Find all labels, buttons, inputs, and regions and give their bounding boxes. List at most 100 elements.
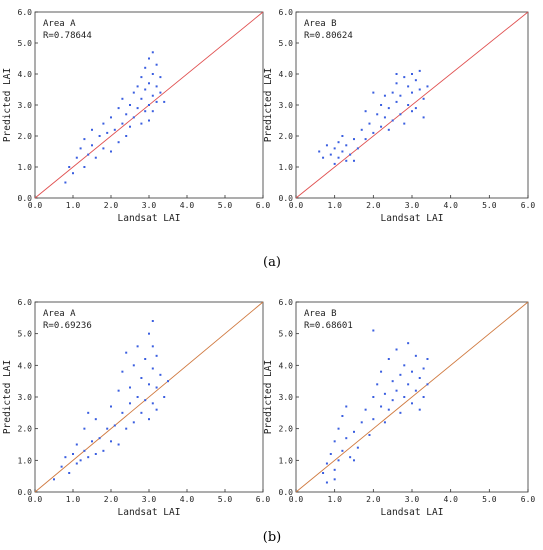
scatter-point <box>349 153 352 156</box>
scatter-point <box>395 389 398 392</box>
scatter-point <box>148 104 150 106</box>
scatter-point <box>102 147 105 150</box>
scatter-point <box>329 453 332 455</box>
scatter-point <box>333 440 336 443</box>
y-tick-label: 5.0 <box>18 330 33 339</box>
scatter-point <box>64 456 67 459</box>
scatter-point <box>411 73 413 75</box>
y-tick-label: 1.0 <box>18 456 33 465</box>
scatter-point <box>418 408 421 411</box>
scatter-point <box>407 85 410 88</box>
x-tick-label: 3.0 <box>142 201 157 210</box>
scatter-point <box>391 119 394 122</box>
scatter-point <box>129 104 131 106</box>
scatter-point <box>75 462 78 465</box>
x-tick-label: 0.0 <box>289 495 304 504</box>
x-axis-label: Landsat LAI <box>381 507 444 518</box>
scatter-point <box>91 128 93 131</box>
scatter-point <box>422 396 425 398</box>
scatter-point <box>333 147 336 150</box>
scatter-point <box>117 141 120 144</box>
scatter-point <box>151 73 154 75</box>
scatter-point <box>395 73 398 75</box>
scatter-point <box>418 88 421 91</box>
scatter-point <box>148 119 150 122</box>
scatter-point <box>353 159 355 162</box>
scatter-point <box>72 172 74 175</box>
scatter-point <box>136 107 139 110</box>
scatter-point <box>144 358 147 360</box>
scatter-point <box>391 399 394 402</box>
reference-line <box>295 11 529 199</box>
y-tick-label: 4.0 <box>18 70 33 79</box>
scatter-point <box>403 122 406 125</box>
y-tick-label: 4.0 <box>279 70 294 79</box>
scatter-point <box>159 76 162 79</box>
scatter-point <box>144 399 147 402</box>
scatter-point <box>341 449 344 452</box>
scatter-point <box>368 434 371 436</box>
area-label: Area A <box>43 19 76 29</box>
y-tick-label: 1.0 <box>18 163 33 172</box>
x-axis-label: Landsat LAI <box>118 213 181 224</box>
scatter-point <box>129 125 131 128</box>
scatter-point <box>403 76 406 79</box>
scatter-point <box>125 351 128 354</box>
scatter-point <box>395 82 398 85</box>
scatter-point <box>360 421 363 424</box>
scatter-point <box>79 459 82 462</box>
y-tick-label: 4.0 <box>18 361 33 370</box>
scatter-point <box>155 100 158 103</box>
y-tick-label: 3.0 <box>279 101 294 110</box>
scatter-point <box>368 122 371 125</box>
scatter-point <box>353 459 355 462</box>
x-tick-label: 4.0 <box>180 201 195 210</box>
scatter-point <box>151 367 154 370</box>
scatter-point <box>418 69 421 72</box>
scatter-point <box>426 358 429 360</box>
scatter-point <box>83 166 86 168</box>
scatter-point <box>94 156 97 159</box>
y-tick-label: 0.0 <box>18 488 33 497</box>
scatter-point <box>372 329 375 332</box>
y-axis-label: Predicted LAI <box>2 360 13 434</box>
scatter-point <box>399 373 402 376</box>
scatter-point <box>151 402 154 405</box>
scatter-point <box>414 107 417 110</box>
y-tick-label: 2.0 <box>18 425 33 434</box>
scatter-point <box>64 181 67 184</box>
scatter-point <box>132 421 135 424</box>
y-tick-label: 3.0 <box>18 393 33 402</box>
scatter-point <box>325 144 328 147</box>
x-tick-label: 4.0 <box>443 201 458 210</box>
scatter-point <box>79 147 82 150</box>
scatter-point <box>353 430 355 433</box>
scatter-point <box>337 427 340 430</box>
scatter-point <box>121 370 124 373</box>
scatter-point <box>110 405 112 408</box>
scatter-point <box>383 392 386 395</box>
scatter-point <box>68 472 71 474</box>
scatter-point <box>117 443 120 446</box>
scatter-point <box>383 94 386 97</box>
scatter-point <box>155 85 158 88</box>
scatter-point <box>140 97 143 100</box>
scatter-panel-1: 0.0 1.0 2.0 3.0 4.0 5.0 6.0 0.0 1.0 2.0 3.0 4.0 5.0 6… <box>2 8 270 224</box>
x-tick-label: 3.0 <box>405 201 420 210</box>
y-tick-label: 2.0 <box>279 425 294 434</box>
x-tick-label: 1.0 <box>327 201 342 210</box>
y-tick-label: 6.0 <box>18 298 33 307</box>
y-axis-label: Predicted LAI <box>263 68 274 142</box>
scatter-point <box>83 138 86 141</box>
scatter-point <box>345 405 348 408</box>
x-tick-label: 1.0 <box>66 495 81 504</box>
scatter-point <box>349 456 352 459</box>
scatter-point <box>68 166 71 168</box>
scatter-point <box>98 135 101 137</box>
scatter-point <box>341 135 344 137</box>
scatter-point <box>151 345 154 348</box>
scatter-point <box>140 122 143 125</box>
scatter-point <box>383 421 386 424</box>
scatter-point <box>414 79 417 82</box>
scatter-point <box>372 418 375 421</box>
